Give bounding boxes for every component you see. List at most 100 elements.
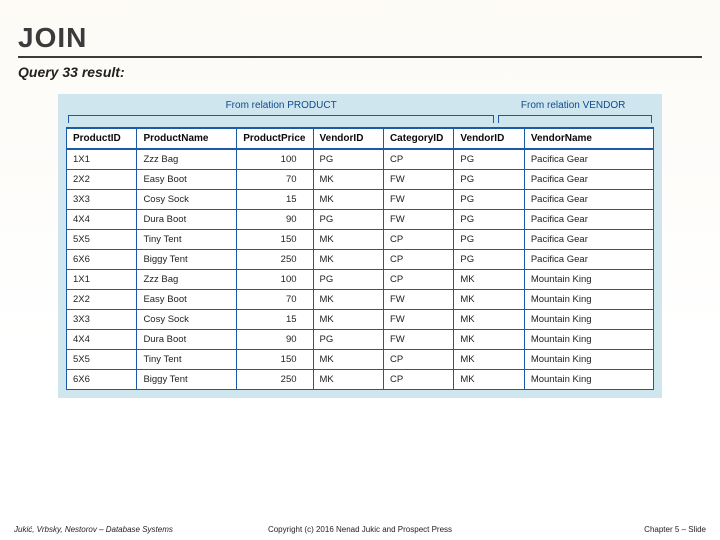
table-cell: Cosy Sock [137, 310, 237, 330]
table-cell: Pacifica Gear [524, 230, 653, 250]
table-cell: Pacifica Gear [524, 170, 653, 190]
table-row: 5X5Tiny Tent150MKCPMKMountain King [67, 350, 654, 370]
table-cell: 6X6 [67, 370, 137, 390]
table-cell: Pacifica Gear [524, 149, 653, 170]
title-block: JOIN Query 33 result: [18, 22, 702, 80]
column-header: ProductID [67, 128, 137, 149]
table-cell: MK [313, 350, 383, 370]
table-cell: MK [313, 190, 383, 210]
bracket-left [68, 115, 494, 123]
figure-panel: From relation PRODUCT From relation VEND… [58, 94, 662, 398]
table-cell: Mountain King [524, 330, 653, 350]
table-cell: Pacifica Gear [524, 250, 653, 270]
table-cell: 3X3 [67, 310, 137, 330]
table-cell: 5X5 [67, 350, 137, 370]
table-row: 4X4Dura Boot90PGFWPGPacifica Gear [67, 210, 654, 230]
table-cell: 3X3 [67, 190, 137, 210]
footer-center: Copyright (c) 2016 Nenad Jukic and Prosp… [268, 525, 452, 534]
table-cell: MK [454, 350, 524, 370]
table-cell: PG [454, 210, 524, 230]
table-cell: Biggy Tent [137, 370, 237, 390]
table-cell: PG [313, 149, 383, 170]
footer-right: Chapter 5 – Slide [644, 525, 706, 534]
table-cell: 250 [237, 370, 313, 390]
table-cell: 4X4 [67, 330, 137, 350]
footer: Jukić, Vrbsky, Nestorov – Database Syste… [0, 525, 720, 534]
table-row: 2X2Easy Boot70MKFWPGPacifica Gear [67, 170, 654, 190]
table-cell: FW [383, 190, 453, 210]
result-table: ProductIDProductNameProductPriceVendorID… [66, 127, 654, 390]
column-header: VendorName [524, 128, 653, 149]
table-cell: CP [383, 149, 453, 170]
table-cell: 5X5 [67, 230, 137, 250]
table-row: 1X1Zzz Bag100PGCPPGPacifica Gear [67, 149, 654, 170]
table-cell: Pacifica Gear [524, 190, 653, 210]
table-cell: PG [454, 170, 524, 190]
table-header-row: ProductIDProductNameProductPriceVendorID… [67, 128, 654, 149]
table-row: 4X4Dura Boot90PGFWMKMountain King [67, 330, 654, 350]
table-row: 3X3Cosy Sock15MKFWMKMountain King [67, 310, 654, 330]
table-cell: Tiny Tent [137, 230, 237, 250]
table-cell: 1X1 [67, 270, 137, 290]
table-cell: FW [383, 290, 453, 310]
table-cell: PG [313, 330, 383, 350]
relation-labels: From relation PRODUCT From relation VEND… [66, 100, 654, 113]
bracket-right [498, 115, 652, 123]
table-row: 5X5Tiny Tent150MKCPPGPacifica Gear [67, 230, 654, 250]
relation-label-vendor: From relation VENDOR [494, 100, 652, 111]
table-cell: MK [454, 310, 524, 330]
table-cell: PG [313, 210, 383, 230]
table-cell: FW [383, 330, 453, 350]
table-cell: 100 [237, 149, 313, 170]
bracket-row [66, 113, 654, 127]
column-header: VendorID [313, 128, 383, 149]
table-cell: 250 [237, 250, 313, 270]
table-cell: CP [383, 350, 453, 370]
table-cell: CP [383, 270, 453, 290]
table-cell: Mountain King [524, 350, 653, 370]
column-header: ProductPrice [237, 128, 313, 149]
table-cell: Zzz Bag [137, 149, 237, 170]
table-cell: 70 [237, 290, 313, 310]
column-header: ProductName [137, 128, 237, 149]
table-cell: 15 [237, 190, 313, 210]
table-cell: Dura Boot [137, 210, 237, 230]
table-row: 6X6Biggy Tent250MKCPPGPacifica Gear [67, 250, 654, 270]
table-cell: PG [454, 230, 524, 250]
table-cell: Zzz Bag [137, 270, 237, 290]
subtitle: Query 33 result: [18, 64, 702, 80]
table-cell: 1X1 [67, 149, 137, 170]
table-cell: PG [454, 190, 524, 210]
table-cell: MK [313, 250, 383, 270]
table-cell: 150 [237, 230, 313, 250]
footer-left: Jukić, Vrbsky, Nestorov – Database Syste… [14, 525, 173, 534]
table-cell: Mountain King [524, 270, 653, 290]
table-cell: FW [383, 210, 453, 230]
table-cell: Mountain King [524, 290, 653, 310]
table-cell: MK [454, 330, 524, 350]
column-header: CategoryID [383, 128, 453, 149]
table-cell: PG [454, 250, 524, 270]
table-cell: MK [454, 290, 524, 310]
table-cell: PG [454, 149, 524, 170]
relation-label-product: From relation PRODUCT [68, 100, 494, 111]
table-body: 1X1Zzz Bag100PGCPPGPacifica Gear2X2Easy … [67, 149, 654, 390]
table-cell: 70 [237, 170, 313, 190]
table-row: 6X6Biggy Tent250MKCPMKMountain King [67, 370, 654, 390]
table-cell: MK [313, 170, 383, 190]
table-cell: 15 [237, 310, 313, 330]
table-cell: PG [313, 270, 383, 290]
table-cell: 150 [237, 350, 313, 370]
page-title: JOIN [18, 22, 702, 58]
table-cell: MK [313, 290, 383, 310]
table-cell: MK [313, 230, 383, 250]
table-cell: 2X2 [67, 290, 137, 310]
table-cell: MK [454, 270, 524, 290]
table-cell: MK [313, 310, 383, 330]
table-cell: 2X2 [67, 170, 137, 190]
table-cell: CP [383, 230, 453, 250]
table-cell: Cosy Sock [137, 190, 237, 210]
table-cell: 90 [237, 210, 313, 230]
table-cell: CP [383, 370, 453, 390]
table-cell: Mountain King [524, 370, 653, 390]
